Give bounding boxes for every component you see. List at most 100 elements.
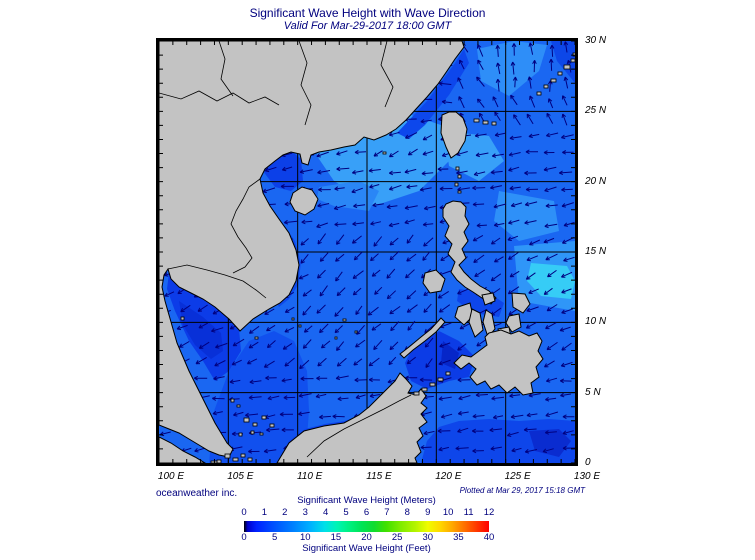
legend-title-meters: Significant Wave Height (Meters) <box>297 495 436 506</box>
valid-time-subtitle: Valid For Mar-29-2017 18:00 GMT <box>283 20 452 32</box>
political-border <box>380 40 394 108</box>
legend-meters-tick: 2 <box>282 507 288 518</box>
island <box>291 317 295 321</box>
island <box>445 371 451 376</box>
legend-meters-tick: 10 <box>442 507 454 518</box>
political-border <box>230 178 261 274</box>
wave-height-map <box>158 40 577 464</box>
legend-meters-tick: 1 <box>261 507 268 518</box>
landmass <box>289 186 319 216</box>
island <box>232 457 239 462</box>
island <box>543 84 549 89</box>
plotted-timestamp: Plotted at Mar 29, 2017 15:18 GMT <box>459 486 585 495</box>
political-border <box>242 280 267 299</box>
lat-label: 15 N <box>585 245 607 257</box>
political-border <box>306 394 412 458</box>
landmass <box>511 292 531 314</box>
legend-feet-tick: 35 <box>453 532 464 543</box>
lon-label: 125 E <box>504 471 531 482</box>
island <box>230 398 235 403</box>
legend-meters-tick: 9 <box>425 507 431 518</box>
legend-colorbar <box>244 521 489 532</box>
island <box>216 459 222 464</box>
island <box>243 417 250 423</box>
island <box>421 387 428 392</box>
island <box>252 422 258 427</box>
legend-feet-tick: 20 <box>361 532 372 543</box>
legend-meters-tick: 12 <box>483 507 495 518</box>
lat-label: 25 N <box>585 105 607 117</box>
island <box>342 318 347 322</box>
legend-feet-tick: 25 <box>391 532 403 543</box>
island <box>259 432 264 436</box>
island <box>261 415 267 420</box>
landmass <box>422 269 446 294</box>
lat-label: 0 <box>585 456 591 468</box>
legend-title-feet: Significant Wave Height (Feet) <box>302 543 431 554</box>
island <box>457 174 462 179</box>
political-border <box>298 40 312 126</box>
island <box>437 377 444 382</box>
island <box>236 404 241 408</box>
landmass <box>505 313 522 333</box>
island <box>550 78 557 83</box>
legend-feet-tick: 40 <box>483 532 495 543</box>
legend-feet-tick: 30 <box>422 532 434 543</box>
map-frame <box>156 38 578 466</box>
island <box>382 151 387 155</box>
legend-meters-tick: 4 <box>323 507 329 518</box>
legend-meters-tick: 3 <box>302 507 308 518</box>
island <box>180 316 185 321</box>
lat-label: 20 N <box>585 175 607 187</box>
landmass <box>453 329 544 396</box>
legend-feet-tick: 0 <box>241 532 247 543</box>
lon-label: 100 E <box>157 471 185 482</box>
legend-meters-tick: 8 <box>404 507 410 518</box>
island <box>298 324 302 328</box>
political-border <box>158 90 280 106</box>
legend-feet-tick: 5 <box>271 532 278 543</box>
island <box>557 71 563 76</box>
legend-feet-tick: 15 <box>330 532 342 543</box>
landmass <box>440 111 468 159</box>
island <box>455 166 460 171</box>
island <box>429 382 436 387</box>
island <box>482 120 489 125</box>
lat-label: 10 N <box>585 316 607 328</box>
legend-meters-tick: 7 <box>384 507 390 518</box>
legend-meters-tick: 5 <box>343 507 349 518</box>
landmass <box>158 40 465 458</box>
island <box>240 453 246 458</box>
political-border <box>218 40 234 97</box>
lon-label: 110 E <box>296 471 323 482</box>
island <box>536 91 542 96</box>
lat-label: 30 N <box>585 35 607 46</box>
landmass <box>454 302 474 326</box>
island <box>247 457 253 462</box>
lon-label: 105 E <box>227 471 254 482</box>
island <box>254 336 259 340</box>
island <box>224 453 231 459</box>
lat-label: 5 N <box>585 386 601 398</box>
island <box>354 330 358 334</box>
island <box>269 423 275 428</box>
landmass <box>481 292 496 306</box>
legend-feet-tick: 10 <box>299 532 311 543</box>
lon-label: 130 E <box>573 471 601 482</box>
credit-text: oceanweather inc. <box>156 488 238 499</box>
island <box>473 118 480 123</box>
island <box>238 432 243 437</box>
page-title: Significant Wave Height with Wave Direct… <box>249 6 486 20</box>
landmass <box>399 317 446 359</box>
lon-label: 115 E <box>366 471 392 482</box>
island <box>413 391 420 396</box>
landmass <box>468 308 484 338</box>
island <box>457 190 462 194</box>
island <box>563 64 571 70</box>
legend-meters-tick: 0 <box>241 507 247 518</box>
island <box>334 336 338 340</box>
legend-meters-tick: 6 <box>363 507 370 518</box>
island <box>570 58 576 63</box>
legend-meters-tick: 11 <box>463 507 474 518</box>
lon-label: 120 E <box>435 471 462 482</box>
